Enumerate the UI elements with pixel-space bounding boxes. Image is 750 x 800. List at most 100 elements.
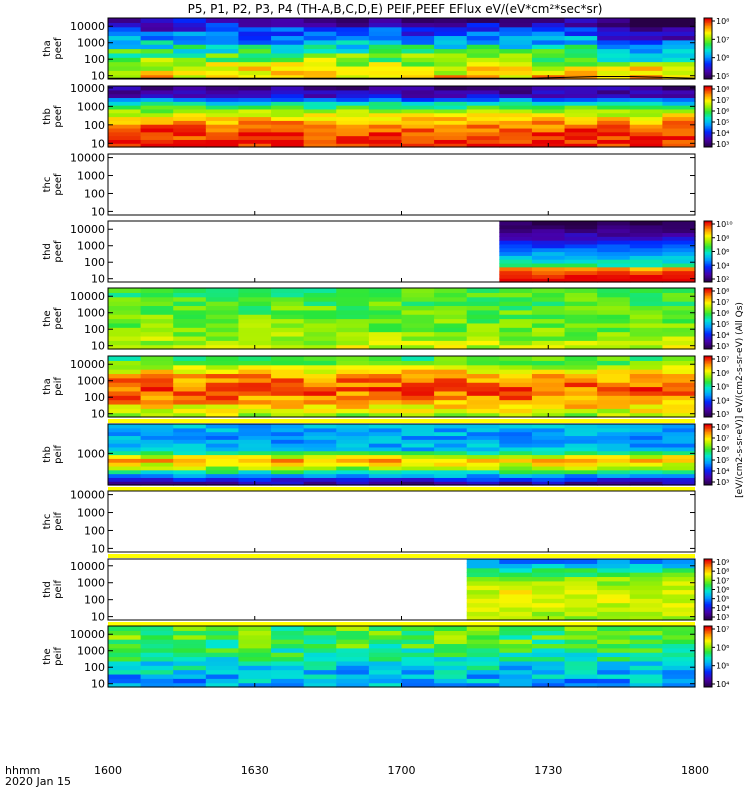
heatmap-cell [531,120,566,125]
heatmap-cell [597,660,631,666]
heatmap-cell [466,446,500,452]
heatmap-cell [368,331,403,337]
heatmap-cell [238,116,272,121]
heatmap-cell [401,652,435,658]
heatmap-cell [597,454,631,459]
heatmap-cell [108,305,142,311]
colorbar-segment [704,559,712,562]
heatmap-cell [368,439,403,444]
heatmap-cell [108,656,142,662]
heatmap-cell [564,563,598,569]
heatmap-cell [597,97,631,102]
colorbar-segment [704,246,712,249]
heatmap-cell [499,408,533,414]
heatmap-cell [238,105,272,110]
heatmap-cell [368,327,403,333]
heatmap-cell [466,340,500,346]
heatmap-cell [173,108,207,114]
heatmap-cell [564,112,598,118]
heatmap-cell [662,318,696,324]
heatmap-cell [531,458,566,463]
heatmap-cell [140,364,174,370]
heatmap-cell [368,458,403,463]
heatmap-cell [173,634,207,640]
colorbar-segment [704,124,712,127]
heatmap-cell [108,26,142,32]
heatmap-cell [205,446,240,452]
heatmap-cell [108,435,142,440]
heatmap-cell [629,39,663,45]
heatmap-cell [499,48,533,54]
heatmap-cell [531,48,566,54]
colorbar-segment [704,68,712,71]
heatmap-cell [564,356,598,361]
heatmap-cell [108,89,142,95]
heatmap-cell [205,322,240,328]
colorbar-segment [704,388,712,391]
heatmap-cell [303,112,337,118]
heatmap-cell [564,116,598,121]
colorbar-segment [704,307,712,310]
colorbar-segment [704,667,712,670]
heatmap-cell [271,643,305,649]
heatmap-cell [434,101,468,106]
heatmap-cell [434,322,468,328]
heatmap-cell [597,26,631,32]
heatmap-cell [271,52,305,58]
heatmap-cell [173,364,207,370]
y-axis-label-line: the [42,310,53,326]
y-axis-label: thd peif [42,580,64,599]
heatmap-cell [368,57,403,63]
heatmap-cell [108,390,142,396]
colorbar-segment [704,130,712,133]
heatmap-cell [466,335,500,341]
heatmap-cell [597,57,631,63]
heatmap-cell [564,135,598,140]
heatmap-cell [466,139,500,144]
heatmap-cell [466,669,500,675]
heatmap-cell [173,626,207,631]
heatmap-cell [597,458,631,463]
heatmap-cell [108,443,142,448]
heatmap-cell [140,344,174,350]
heatmap-cell [499,52,533,58]
heatmap-cell [401,305,435,311]
heatmap-cell [205,424,240,429]
colorbar-frame [703,423,713,486]
colorbar-segment [704,604,712,607]
heatmap-cell [108,139,142,144]
heatmap-cell [271,446,305,452]
colorbar-tick-label: 10⁸ [716,423,729,432]
heatmap-cell [499,390,533,396]
heatmap-cell [564,403,598,409]
heatmap-cell [466,611,500,617]
heatmap-cell [108,101,142,106]
heatmap-cell [629,340,663,346]
heatmap-cell [466,412,500,418]
heatmap-cell [336,678,370,684]
heatmap-cell [205,301,240,307]
heatmap-cell [401,296,435,302]
heatmap-cell [662,255,696,260]
colorbar-tick-label: 10⁴ [716,604,729,613]
heatmap-cell [662,369,696,375]
heatmap-cell [173,473,207,478]
heatmap-cell [434,327,468,333]
heatmap-cell [108,377,142,383]
colorbar-tick-label: 10⁶ [716,248,729,257]
heatmap-cell [303,61,337,67]
heatmap-cell [499,240,533,245]
heatmap-cell [140,390,174,396]
heatmap-cell [531,377,566,383]
heatmap-cell [205,18,240,23]
heatmap-cell [531,305,566,311]
colorbar-segment [704,316,712,319]
heatmap-cell [368,427,403,433]
heatmap-cell [368,626,403,631]
heatmap-cell [564,446,598,452]
heatmap-cell [140,424,174,429]
heatmap-cell [466,89,500,95]
heatmap-cell [564,52,598,58]
